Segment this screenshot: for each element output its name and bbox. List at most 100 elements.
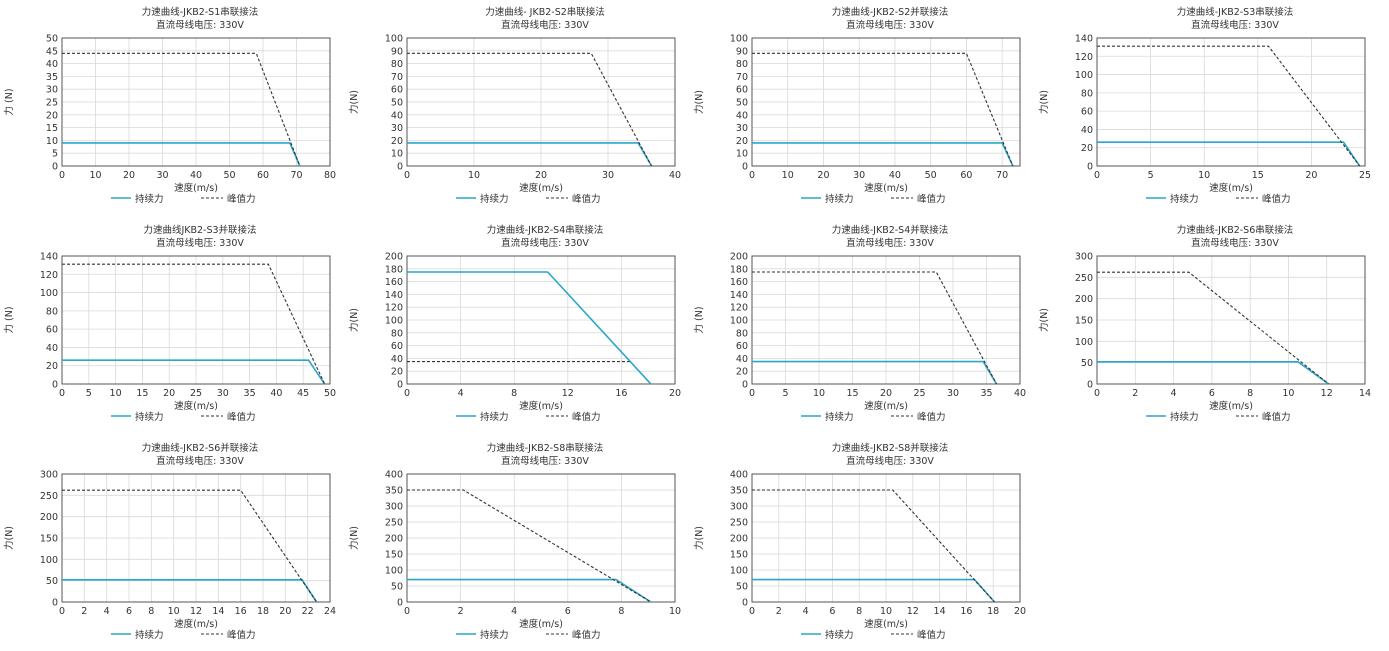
- y-tick-label: 100: [1075, 337, 1093, 348]
- x-tick-label: 18: [987, 606, 999, 617]
- y-tick-label: 50: [46, 576, 58, 587]
- x-tick-label: 0: [59, 388, 65, 399]
- y-tick-label: 90: [736, 46, 748, 57]
- y-tick-label: 100: [730, 566, 748, 577]
- x-tick-label: 35: [244, 388, 256, 399]
- y-tick-label: 80: [46, 306, 58, 317]
- y-tick-label: 40: [391, 354, 403, 365]
- chart-panel: 力速曲线-JKB2-S4串联接法 直流母线电压: 330V 0 20 40 60 80 100…: [345, 218, 685, 433]
- chart-title: 力速曲线JKB2-S3并联接法: [143, 224, 256, 236]
- legend-label-peak: 峰值力: [227, 629, 256, 641]
- y-axis-label: 力 (N): [693, 306, 705, 333]
- x-tick-label: 10: [813, 388, 825, 399]
- x-tick-label: 20: [817, 170, 829, 181]
- y-tick-label: 45: [46, 46, 58, 57]
- x-tick-label: 20: [163, 388, 175, 399]
- x-tick-label: 20: [1305, 170, 1317, 181]
- y-tick-label: 250: [40, 491, 58, 502]
- chart-panel: 力速曲线-JKB2-S3串联接法 直流母线电压: 330V 0 20 40 60 80 100…: [1035, 0, 1375, 215]
- x-axis-label: 速度(m/s): [1209, 400, 1253, 412]
- x-tick-label: 12: [190, 606, 202, 617]
- plot-frame: [406, 37, 676, 167]
- y-tick-label: 0: [742, 598, 748, 609]
- y-tick-label: 140: [730, 290, 748, 301]
- x-tick-label: 12: [1321, 388, 1333, 399]
- x-tick-label: 15: [1252, 170, 1264, 181]
- y-tick-label: 120: [730, 303, 748, 314]
- x-tick-label: 8: [148, 606, 154, 617]
- x-axis-label: 速度(m/s): [174, 400, 218, 412]
- legend-label-continuous: 持续力: [825, 629, 854, 641]
- y-tick-label: 400: [385, 470, 403, 481]
- chart-panel: 力速曲线JKB2-S3并联接法 直流母线电压: 330V 0 20 40 60 80 100 1…: [0, 218, 340, 433]
- series-line-peak: [1097, 271, 1329, 385]
- legend-label-peak: 峰值力: [227, 193, 256, 205]
- series-line-continuous: [407, 578, 652, 603]
- x-tick-label: 4: [803, 606, 809, 617]
- legend-label-peak: 峰值力: [572, 629, 601, 641]
- legend-label-peak: 峰值力: [917, 411, 946, 423]
- x-tick-label: 2: [1132, 388, 1138, 399]
- y-tick-label: 30: [736, 123, 748, 134]
- y-tick-label: 180: [385, 264, 403, 275]
- x-tick-label: 10: [880, 606, 892, 617]
- y-tick-label: 100: [730, 34, 748, 45]
- y-tick-label: 180: [730, 264, 748, 275]
- series-line-peak: [62, 52, 301, 167]
- x-tick-label: 0: [404, 606, 410, 617]
- x-tick-label: 10: [110, 388, 122, 399]
- chart-panel: 力速曲线-JKB2-S4并联接法 直流母线电压: 330V 0 20 40 60 80 100…: [690, 218, 1030, 433]
- y-tick-label: 10: [736, 149, 748, 160]
- y-tick-label: 20: [46, 361, 58, 372]
- y-tick-label: 300: [40, 470, 58, 481]
- x-tick-label: 40: [669, 170, 681, 181]
- series-line-continuous: [752, 142, 1014, 167]
- x-tick-label: 14: [212, 606, 224, 617]
- x-tick-label: 4: [1171, 388, 1177, 399]
- y-axis-label: 力 (N): [3, 306, 15, 333]
- y-tick-label: 300: [385, 502, 403, 513]
- legend-label-continuous: 持续力: [135, 193, 164, 205]
- y-tick-label: 50: [736, 582, 748, 593]
- x-tick-label: 8: [511, 388, 517, 399]
- y-tick-label: 60: [1081, 107, 1093, 118]
- x-tick-label: 0: [1094, 170, 1100, 181]
- x-tick-label: 20: [669, 388, 681, 399]
- y-tick-label: 400: [730, 470, 748, 481]
- y-tick-label: 100: [730, 316, 748, 327]
- plot-frame: [1096, 37, 1366, 167]
- x-tick-label: 10: [1282, 388, 1294, 399]
- y-tick-label: 140: [385, 290, 403, 301]
- plot-frame: [751, 473, 1021, 603]
- x-tick-label: 12: [562, 388, 574, 399]
- y-tick-label: 50: [391, 98, 403, 109]
- x-tick-label: 10: [669, 606, 681, 617]
- chart-title: 力速曲线-JKB2-S4串联接法: [487, 224, 604, 236]
- chart-title: 力速曲线-JKB2-S6串联接法: [1177, 224, 1294, 236]
- x-tick-label: 0: [749, 606, 755, 617]
- y-tick-label: 80: [736, 328, 748, 339]
- chart-subtitle: 直流母线电压: 330V: [156, 237, 244, 249]
- chart-panel: 力速曲线-JKB2-S2并联接法 直流母线电压: 330V 0 10 20 30 40 50 6…: [690, 0, 1030, 215]
- y-tick-label: 160: [385, 277, 403, 288]
- y-axis-label: 力(N): [3, 526, 15, 550]
- y-tick-label: 40: [391, 110, 403, 121]
- x-tick-label: 4: [104, 606, 110, 617]
- y-tick-label: 25: [46, 98, 58, 109]
- chart-title: 力速曲线-JKB2-S6并联接法: [142, 442, 259, 454]
- x-tick-label: 2: [776, 606, 782, 617]
- x-tick-label: 4: [511, 606, 517, 617]
- y-tick-label: 200: [385, 534, 403, 545]
- chart-title: 力速曲线-JKB2-S3串联接法: [1177, 6, 1294, 18]
- y-tick-label: 20: [1081, 143, 1093, 154]
- y-tick-label: 20: [736, 136, 748, 147]
- chart-title: 力速曲线-JKB2-S1串联接法: [142, 6, 259, 18]
- y-tick-label: 30: [391, 123, 403, 134]
- x-tick-label: 40: [190, 170, 202, 181]
- chart-subtitle: 直流母线电压: 330V: [156, 19, 244, 31]
- x-tick-label: 25: [913, 388, 925, 399]
